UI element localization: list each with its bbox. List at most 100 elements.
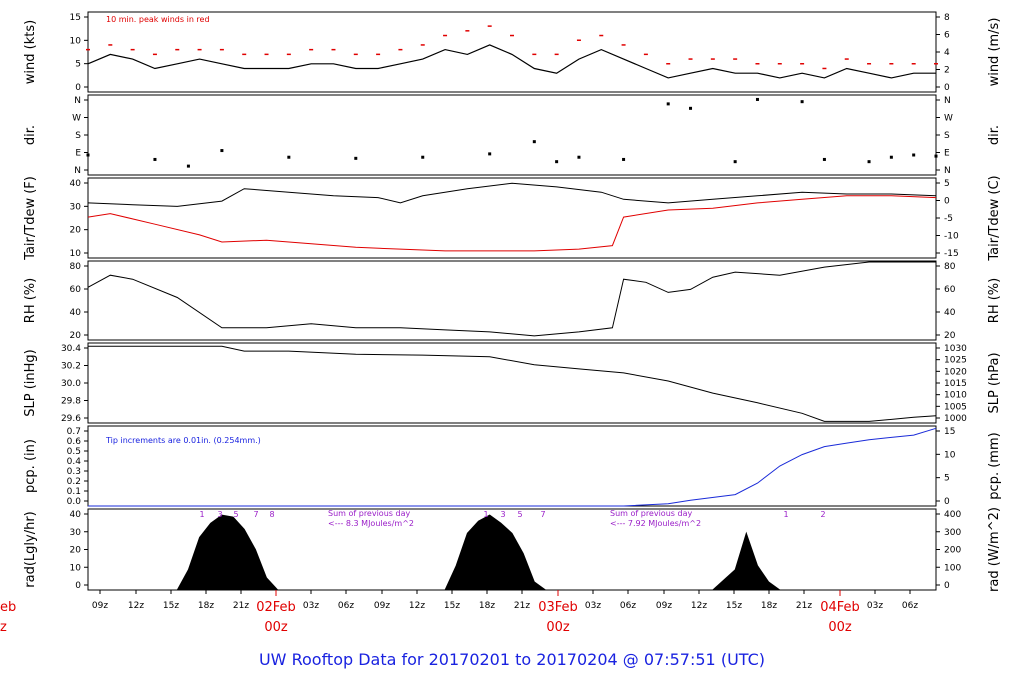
rad-hour-mark: 3 [500,510,505,519]
rad-hour-mark: 1 [783,510,788,519]
x-tick-label: 21z [233,601,249,611]
rad-ylabel-right: rad (W/m^2) [987,507,1002,592]
wind-ylabel: wind (kts) [23,20,38,84]
x-tick-label: 12z [691,601,707,611]
wind-left-tick-label: 5 [75,60,81,70]
dir-point [912,153,916,157]
rad-right-tick-label: 100 [944,563,961,573]
wind-left-tick-label: 0 [75,83,81,93]
x-tick-label: 12z [409,601,425,611]
slp-left-tick-label: 30.2 [61,362,81,372]
dir-point [867,160,871,164]
temp-ylabel: Tair/Tdew (F) [23,176,38,261]
rad-note-line1: Sum of previous day [610,509,692,518]
pcp-ylabel-right: pcp. (mm) [987,432,1002,499]
rad-note-line2: <--- 7.92 MJoules/m^2 [610,519,701,528]
rad-area-day-2 [444,514,548,591]
dir-point [577,155,581,159]
pcp-left-tick-label: 0.2 [67,477,81,487]
day-label-date: 03Feb [538,600,578,615]
x-tick-label: 03z [303,601,319,611]
wind-frame [87,11,937,93]
rad-area-day-3 [711,531,782,591]
day-label-date: 02Feb [256,600,296,615]
pcp-right-tick-label: 10 [944,450,956,460]
temp-frame [87,177,937,259]
slp-ylabel-right: SLP (hPa) [987,352,1002,413]
slp-series-line [88,345,937,422]
dir-left-tick-label: N [74,96,81,106]
rh-left-tick-label: 80 [70,262,82,272]
x-tick-label: 03z [867,601,883,611]
rad-left-tick-label: 30 [70,528,82,538]
pcp-left-tick-label: 0.1 [67,487,81,497]
rad-area-day-1 [176,514,279,591]
dir-point [220,149,224,153]
pcp-ylabel: pcp. (in) [23,439,38,493]
pcp-left-tick-label: 0.7 [67,427,81,437]
tair-series-line [87,182,937,207]
wind-left-tick-label: 15 [70,13,81,23]
day-label-date: 04Feb [820,600,860,615]
temp-right-tick-label: -10 [944,232,959,242]
slp-left-tick-label: 30.4 [61,344,81,354]
rh-left-tick-label: 40 [70,308,82,318]
dir-point [689,106,693,110]
dir-right-tick-label: N [944,96,951,106]
rad-left-tick-label: 20 [70,546,82,556]
slp-right-tick-label: 1000 [944,414,967,424]
dir-point [421,155,425,159]
rad-left-tick-label: 10 [70,563,82,573]
pcp-right-tick-label: 5 [944,474,950,484]
dir-point [532,140,536,144]
wind-note: 10 min. peak winds in red [106,15,210,24]
dir-ylabel: dir. [23,125,38,145]
day-label-hour: 00z [264,620,288,635]
pcp-right-tick-label: 0 [944,497,950,507]
rad-hour-mark: 7 [253,510,258,519]
dir-point [354,156,358,160]
dir-point [822,157,826,161]
tdew-series-line [87,195,937,252]
dir-right-tick-label: N [944,166,951,176]
pcp-left-tick-label: 0.6 [67,437,82,447]
dir-ylabel-right: dir. [987,125,1002,145]
wind-right-tick-label: 0 [944,83,950,93]
dir-point [666,102,670,106]
x-tick-label: 15z [444,601,460,611]
x-tick-label: 06z [902,601,918,611]
dir-point [934,154,938,158]
rh-right-tick-label: 60 [944,285,956,295]
rad-hour-mark: 5 [233,510,238,519]
x-tick-label: 18z [479,601,495,611]
dir-right-tick-label: S [944,131,950,141]
rh-right-tick-label: 40 [944,308,956,318]
wind-series-line [87,44,936,79]
dir-right-tick-label: W [944,114,953,124]
rad-hour-mark: 5 [517,510,522,519]
pcp-left-tick-label: 0.0 [67,497,82,507]
x-tick-label: 06z [338,601,354,611]
rad-right-tick-label: 200 [944,546,961,556]
rad-right-tick-label: 400 [944,510,961,520]
dir-left-tick-label: S [75,131,81,141]
x-tick-label: 21z [514,601,530,611]
wind-right-tick-label: 6 [944,31,950,41]
x-tick-label: 21z [796,601,812,611]
pcp-left-tick-label: 0.3 [67,467,81,477]
temp-right-tick-label: 0 [944,197,950,207]
dir-point [733,160,737,164]
rh-left-tick-label: 20 [70,331,82,341]
rad-right-tick-label: 300 [944,528,961,538]
pcp-series-line [88,427,937,507]
x-tick-label: 09z [374,601,390,611]
slp-left-tick-label: 29.6 [61,414,81,424]
temp-right-tick-label: 5 [944,179,950,189]
dir-point [622,157,626,161]
wind-right-tick-label: 8 [944,13,950,23]
slp-left-tick-label: 29.8 [61,397,81,407]
dir-point [86,153,90,157]
dir-point [800,100,804,104]
slp-left-tick-label: 30.0 [61,379,81,389]
